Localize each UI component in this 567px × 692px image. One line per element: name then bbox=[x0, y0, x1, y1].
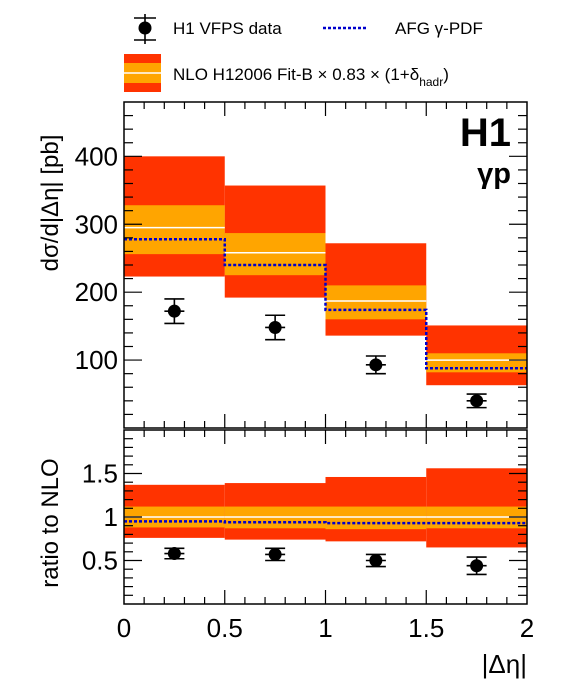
top-data-point-3 bbox=[369, 358, 383, 372]
top-ytick-label-4: 400 bbox=[75, 141, 118, 171]
bottom-y-axis-label: ratio to NLO bbox=[37, 458, 64, 587]
xtick-label-5: 2 bbox=[520, 613, 534, 643]
bottom-data-point-4 bbox=[470, 559, 484, 573]
top-afg-step-line bbox=[124, 237, 527, 370]
top-ytick-label-1: 100 bbox=[75, 345, 118, 375]
bottom-inner-band-bin-3 bbox=[325, 506, 427, 530]
x-axis-label: |Δη| bbox=[482, 649, 527, 679]
legend-data-marker bbox=[134, 14, 156, 44]
top-inner-band-bin-2 bbox=[224, 233, 326, 276]
top-ytick-label-3: 300 bbox=[75, 209, 118, 239]
bottom-ytick-label-3: 1.5 bbox=[82, 459, 118, 489]
legend: H1 VFPS data AFG γ-PDF NLO H12006 Fit-B … bbox=[124, 14, 483, 92]
legend-nlo-label: NLO H12006 Fit-B × 0.83 × (1+δhadr) bbox=[173, 65, 449, 89]
bottom-y-axis: 0.5 1 1.5 bbox=[82, 438, 527, 596]
bottom-afg-step-line bbox=[124, 520, 527, 525]
top-ytick-label-2: 200 bbox=[75, 277, 118, 307]
bottom-data-point-2 bbox=[268, 547, 282, 561]
top-plot-area bbox=[124, 156, 527, 409]
legend-nlo-label-main: NLO H12006 Fit-B × 0.83 × (1+δ bbox=[173, 65, 419, 84]
xtick-label-1: 0 bbox=[117, 613, 131, 643]
bottom-data-point-3 bbox=[369, 554, 383, 567]
legend-nlo-label-sub: hadr bbox=[419, 75, 443, 89]
top-y-axis: 100 200 300 400 bbox=[75, 114, 527, 416]
top-data-point-4 bbox=[470, 394, 484, 408]
process-label: γp bbox=[477, 158, 511, 190]
bottom-ytick-label-1: 0.5 bbox=[82, 546, 118, 576]
experiment-label: H1 bbox=[460, 111, 511, 155]
legend-nlo-band bbox=[124, 54, 161, 92]
top-data-point-1 bbox=[167, 304, 181, 318]
legend-nlo-label-close: ) bbox=[443, 65, 449, 84]
top-data-point-2 bbox=[268, 320, 282, 334]
top-inner-band-bin-1 bbox=[124, 205, 225, 255]
xtick-label-3: 1 bbox=[318, 613, 332, 643]
legend-data-label: H1 VFPS data bbox=[173, 19, 282, 38]
legend-afg-label: AFG γ-PDF bbox=[395, 19, 483, 38]
top-panel: 100 200 300 400 H1 γp dσ/d|Δη| [pb] bbox=[37, 101, 528, 429]
xtick-label-2: 0.5 bbox=[207, 613, 243, 643]
bottom-panel: 0.5 1 1.5 0 0.5 1 1.5 2 ratio to NLO |Δη| bbox=[37, 102, 534, 679]
bottom-ytick-label-2: 1 bbox=[104, 502, 118, 532]
xtick-label-4: 1.5 bbox=[408, 613, 444, 643]
top-inner-band-bin-3 bbox=[325, 285, 427, 320]
x-axis: 0 0.5 1 1.5 2 bbox=[117, 102, 534, 643]
bottom-data-point-1 bbox=[167, 547, 181, 561]
bottom-plot-area bbox=[124, 468, 527, 576]
top-y-axis-label: dσ/d|Δη| [pb] bbox=[37, 135, 64, 272]
